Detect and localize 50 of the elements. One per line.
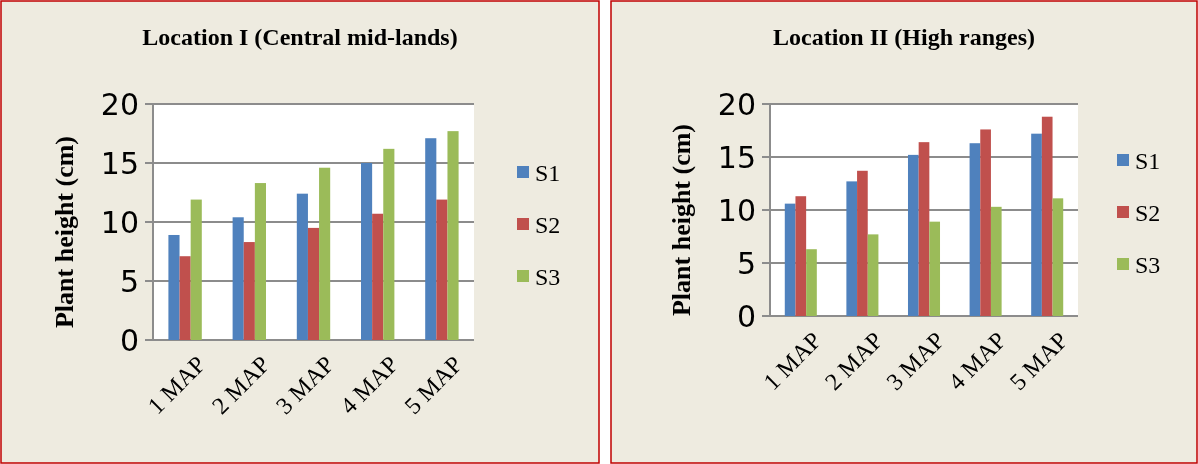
- y-tick-label: 10: [100, 204, 139, 240]
- bar: [907, 154, 919, 316]
- bar: [980, 129, 991, 316]
- legend-label: S1: [1135, 147, 1161, 174]
- y-tick-label: 15: [717, 139, 756, 175]
- bar: [867, 234, 879, 316]
- bar: [254, 183, 266, 340]
- bar: [806, 249, 817, 316]
- bar: [918, 142, 930, 316]
- y-tick-label: 0: [119, 322, 139, 358]
- bar: [784, 203, 796, 316]
- legend-label: S3: [1135, 251, 1161, 278]
- bar: [243, 242, 255, 340]
- bar: [1041, 116, 1053, 316]
- chart-title: Location II (High ranges): [772, 24, 1036, 50]
- y-tick-label: 20: [717, 86, 756, 122]
- legend-label: S2: [1135, 199, 1161, 226]
- y-axis-title: Plant height (cm): [667, 123, 696, 317]
- legend-label: S1: [535, 159, 561, 186]
- bar: [1031, 133, 1042, 316]
- bar: [425, 138, 437, 340]
- bar: [319, 167, 331, 340]
- legend-label: S3: [535, 263, 561, 290]
- legend-label: S2: [535, 211, 561, 238]
- bar: [436, 199, 448, 340]
- y-tick-label: 20: [100, 86, 139, 122]
- bar: [179, 256, 191, 340]
- bar: [990, 206, 1002, 316]
- bar: [929, 221, 941, 316]
- y-tick-label: 15: [100, 145, 139, 181]
- bar: [307, 227, 320, 340]
- y-tick-label: 0: [736, 298, 756, 334]
- bar: [372, 213, 384, 340]
- bar: [361, 163, 373, 340]
- bar: [232, 217, 244, 340]
- bar: [1052, 198, 1064, 316]
- y-tick-label: 10: [717, 192, 756, 228]
- y-tick-label: 5: [119, 263, 139, 299]
- bar: [795, 196, 807, 316]
- bar: [857, 170, 868, 316]
- bar: [447, 131, 459, 340]
- y-axis-title: Plant height (cm): [50, 135, 79, 329]
- y-tick-label: 5: [736, 245, 756, 281]
- bar: [168, 234, 180, 340]
- bar: [846, 181, 858, 316]
- bar: [383, 148, 395, 340]
- bar: [190, 199, 202, 340]
- chart-title: Location I (Central mid-lands): [142, 24, 458, 50]
- bar: [296, 193, 308, 340]
- bar: [969, 143, 981, 316]
